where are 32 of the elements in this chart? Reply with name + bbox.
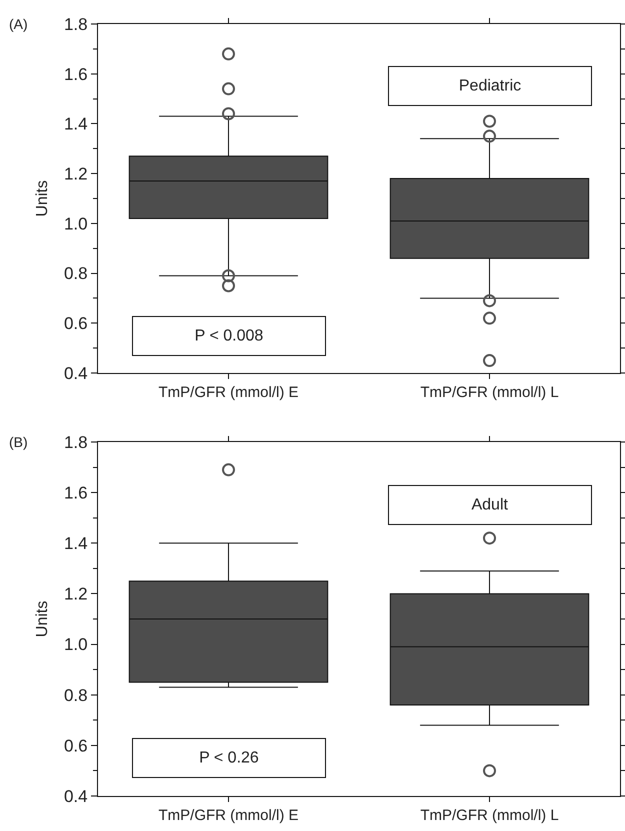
- y-tick-label: 1.8: [64, 432, 88, 452]
- y-tick-label: 0.8: [64, 264, 88, 284]
- y-tick-label: 1.4: [64, 114, 88, 134]
- y-tick-label: 1.2: [64, 584, 88, 604]
- text-box: P < 0.26: [132, 738, 326, 778]
- y-tick-label: 0.6: [64, 736, 88, 756]
- annotation: P < 0.26: [199, 750, 259, 766]
- y-tick-label: 1.4: [64, 534, 88, 554]
- y-tick-label: 1.6: [64, 64, 88, 84]
- x-tick-label: TmP/GFR (mmol/l) E: [158, 807, 298, 824]
- annotation: Pediatric: [458, 78, 522, 94]
- x-tick-label: TmP/GFR (mmol/l) L: [420, 384, 559, 401]
- text-box: Adult: [388, 485, 592, 525]
- text-box: P < 0.008: [132, 316, 326, 356]
- y-tick-label: 1.6: [64, 484, 88, 503]
- y-tick-label: 0.4: [64, 786, 88, 806]
- annotation: Adult: [471, 496, 509, 514]
- y-tick-label: 0.4: [64, 364, 88, 383]
- y-tick-label: 1.0: [64, 635, 88, 654]
- annotation: P < 0.008: [194, 328, 264, 344]
- x-tick-label: TmP/GFR (mmol/l) L: [420, 807, 559, 824]
- y-axis-title: Units: [34, 600, 51, 638]
- y-axis-title: Units: [34, 180, 51, 217]
- text-box: Pediatric: [388, 66, 592, 106]
- y-tick-label: 0.8: [64, 686, 88, 705]
- text: (B): [9, 434, 28, 450]
- y-tick-label: 1.0: [64, 214, 88, 234]
- y-tick-label: 1.2: [64, 164, 88, 184]
- x-tick-label: TmP/GFR (mmol/l) E: [158, 384, 298, 401]
- y-tick-label: 0.6: [64, 314, 88, 334]
- text: (A): [9, 16, 28, 32]
- y-tick-label: 1.8: [64, 14, 88, 34]
